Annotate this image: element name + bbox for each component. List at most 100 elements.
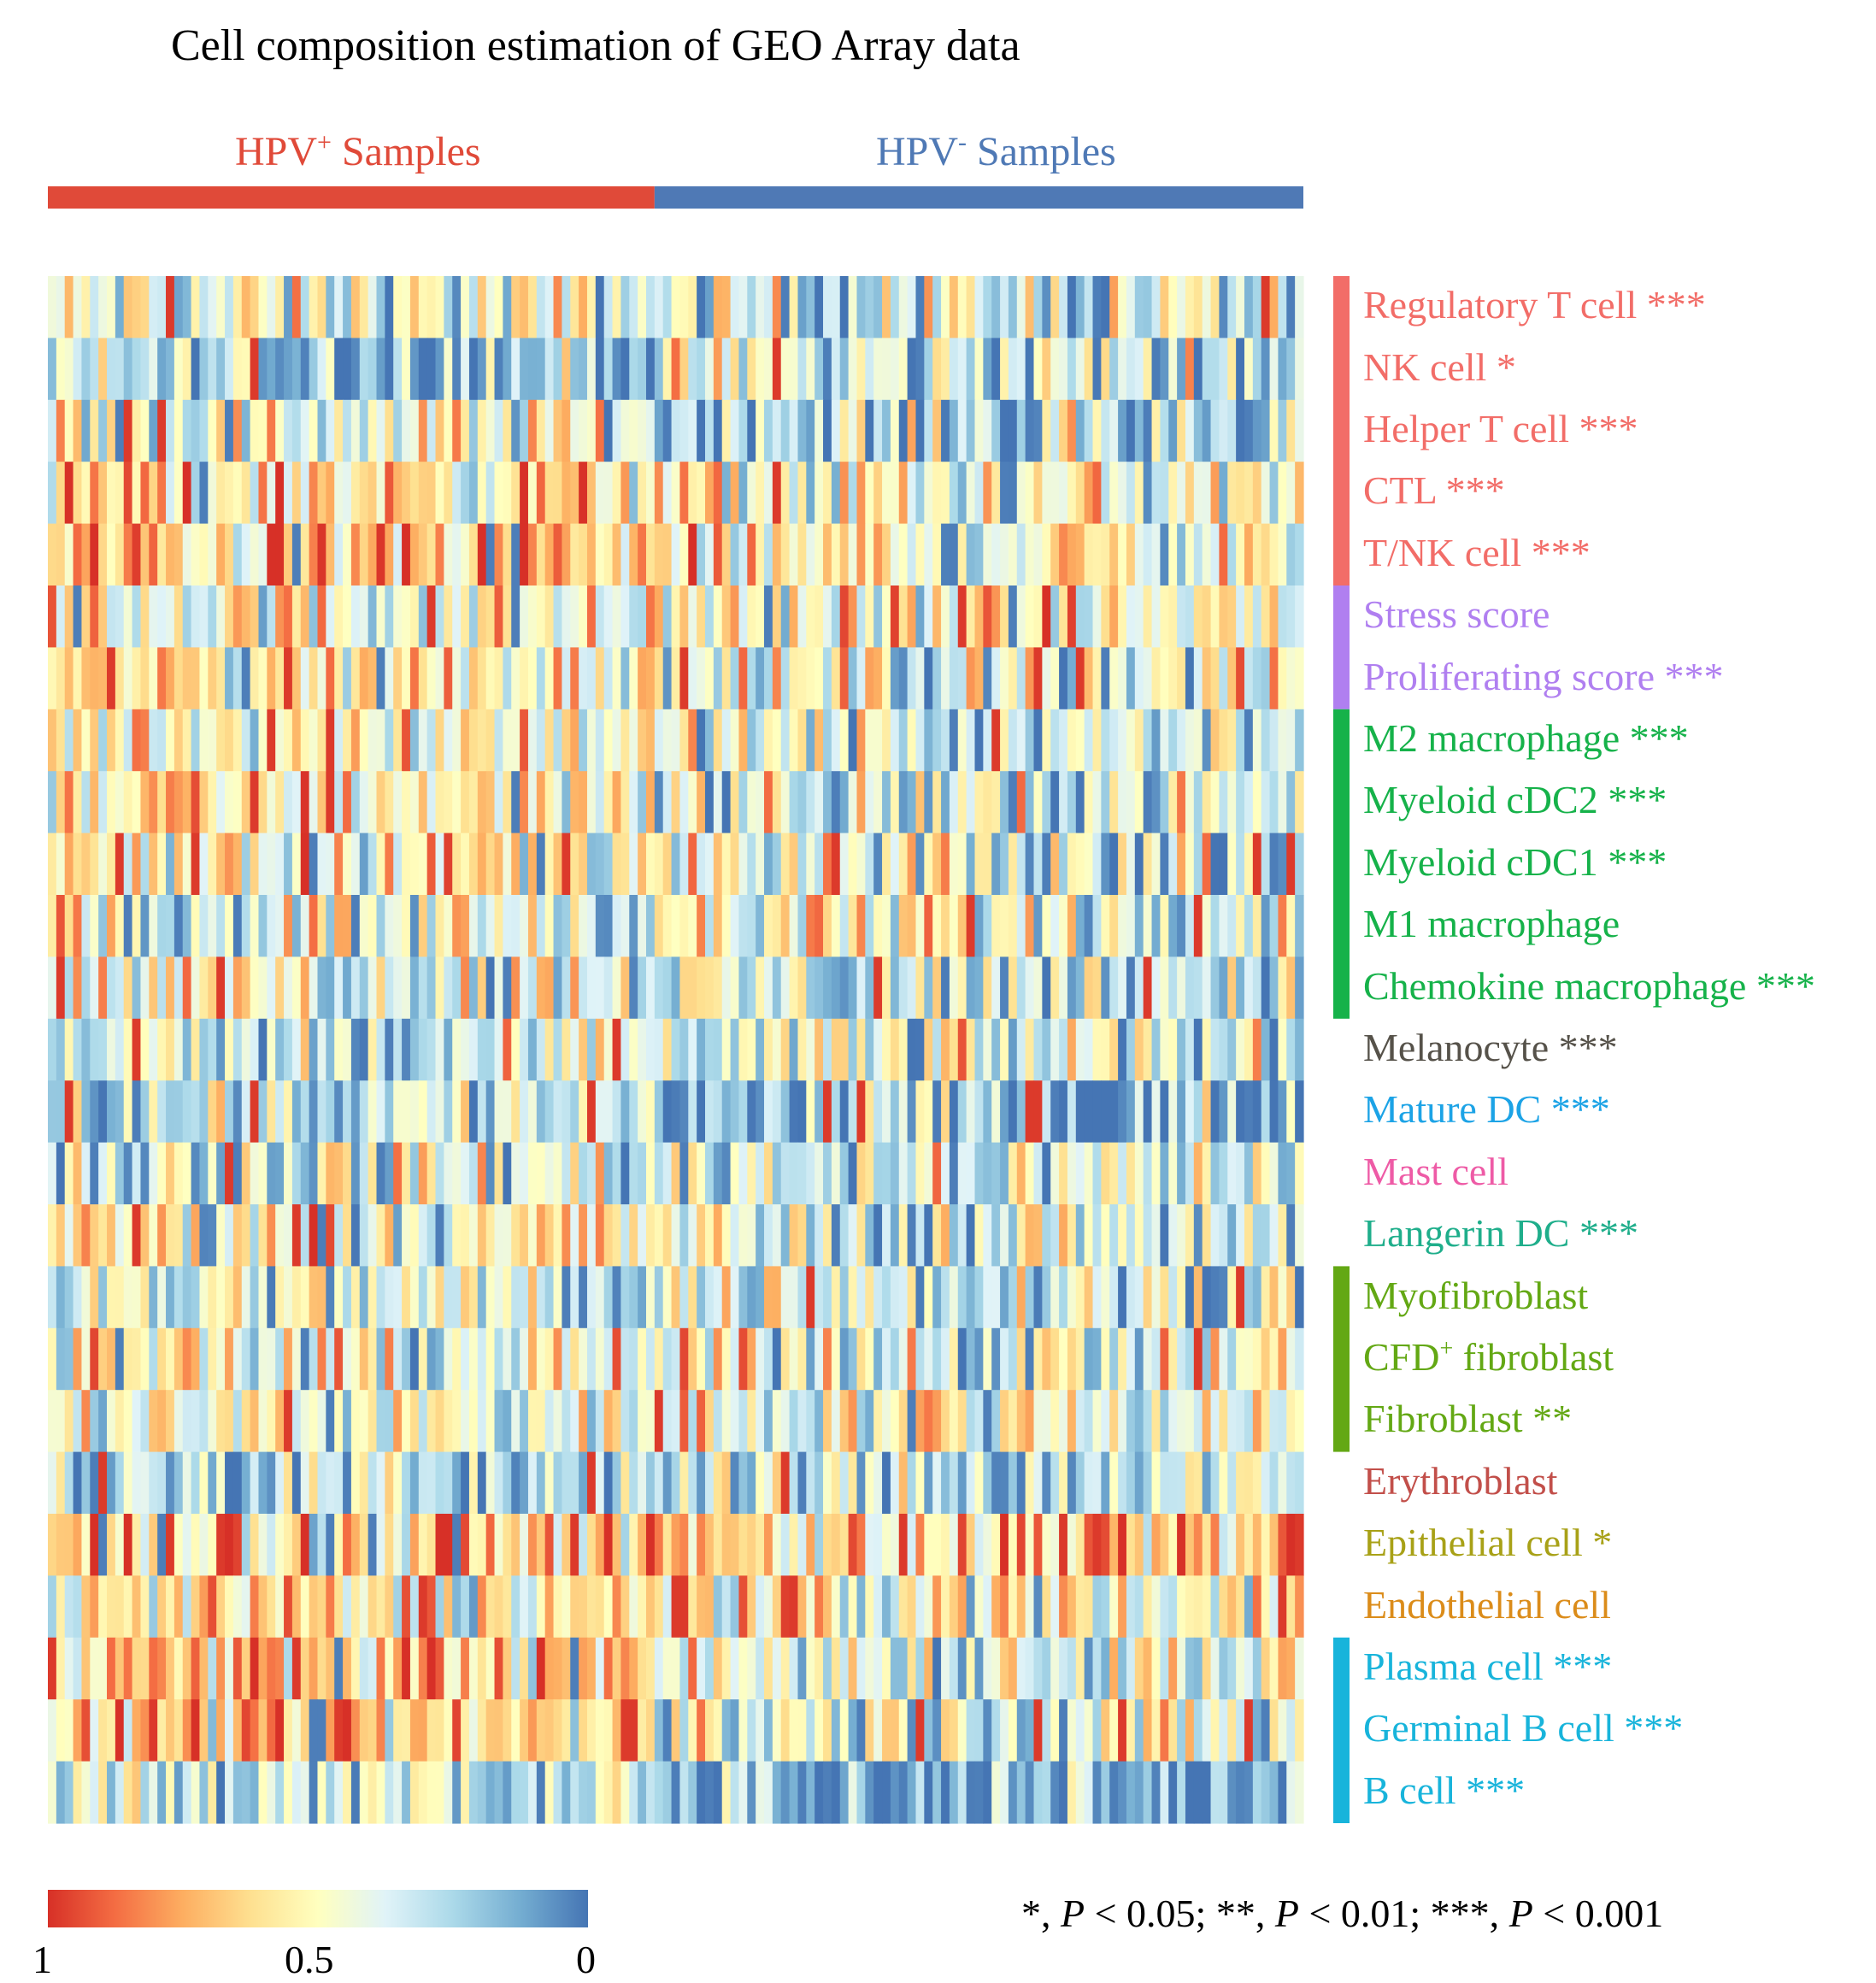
heatmap-cell: [806, 1142, 815, 1205]
heatmap-cell: [764, 709, 773, 772]
heatmap-cell: [225, 1266, 234, 1329]
heatmap-cell: [1118, 585, 1127, 648]
heatmap-cell: [1008, 523, 1018, 586]
heatmap-cell: [527, 1327, 538, 1391]
row-label: CFD+ fibroblast: [1363, 1335, 1614, 1379]
heatmap-cell: [1016, 338, 1026, 401]
heatmap-cell: [191, 1327, 201, 1391]
heatmap-cell: [1134, 956, 1144, 1020]
heatmap-cell: [1168, 1699, 1178, 1762]
heatmap-cell: [570, 956, 579, 1020]
heatmap-cell: [359, 523, 369, 586]
heatmap-cell: [64, 1018, 74, 1081]
heatmap-cell: [402, 462, 411, 525]
heatmap-cell: [393, 1514, 403, 1576]
heatmap-cell: [300, 1637, 310, 1700]
heatmap-cell: [738, 1018, 748, 1081]
heatmap-cell: [444, 709, 453, 772]
heatmap-cell: [520, 1142, 529, 1205]
heatmap-cell: [688, 1699, 697, 1762]
heatmap-cell: [1151, 585, 1161, 648]
heatmap-cell: [697, 1761, 706, 1824]
heatmap-cell: [747, 1451, 756, 1515]
heatmap-cell: [409, 1761, 420, 1824]
heatmap-cell: [494, 585, 503, 648]
heatmap-cell: [679, 1266, 689, 1329]
heatmap-cell: [679, 1327, 689, 1391]
heatmap-cell: [1000, 585, 1009, 648]
heatmap-cell: [173, 1451, 184, 1515]
heatmap-cell: [991, 1451, 1001, 1515]
heatmap-cell: [393, 956, 403, 1020]
heatmap-cell: [1278, 956, 1287, 1020]
heatmap-cell: [688, 338, 697, 401]
heatmap-cell: [705, 399, 715, 462]
heatmap-cell: [284, 523, 293, 586]
heatmap-cell: [1177, 1451, 1186, 1515]
heatmap-cell: [511, 1266, 520, 1329]
heatmap-cell: [258, 338, 268, 401]
heatmap-cell: [941, 1142, 950, 1205]
heatmap-cell: [924, 585, 933, 648]
heatmap-cell: [570, 647, 579, 710]
heatmap-cell: [1126, 523, 1136, 586]
heatmap-cell: [1109, 956, 1119, 1020]
heatmap-cell: [409, 1637, 420, 1700]
heatmap-cell: [570, 338, 579, 401]
heatmap-cell: [48, 523, 57, 586]
heatmap-cell: [747, 1637, 756, 1700]
heatmap-cell: [1016, 1080, 1026, 1144]
heatmap-cell: [797, 1699, 807, 1762]
heatmap-cell: [267, 833, 276, 896]
heatmap-cell: [772, 523, 782, 586]
heatmap-cell: [1075, 709, 1085, 772]
heatmap-cell: [90, 833, 99, 896]
heatmap-cell: [1059, 1327, 1068, 1391]
heatmap-cell: [789, 833, 799, 896]
heatmap-cell: [468, 276, 479, 338]
heatmap-cell: [73, 1266, 83, 1329]
heatmap-cell: [797, 1575, 807, 1639]
heatmap-cell: [1252, 647, 1262, 710]
heatmap-cell: [966, 1514, 976, 1576]
heatmap-cell: [409, 399, 420, 462]
heatmap-cell: [48, 338, 57, 401]
heatmap-cell: [444, 1204, 453, 1267]
heatmap-cell: [1244, 1761, 1254, 1824]
heatmap-cell: [1109, 276, 1119, 338]
heatmap-cell: [208, 1390, 217, 1453]
heatmap-cell: [1134, 1575, 1144, 1639]
heatmap-cell: [1278, 1637, 1287, 1700]
heatmap-cell: [468, 462, 479, 525]
heatmap-cell: [570, 523, 579, 586]
heatmap-cell: [1236, 1761, 1245, 1824]
heatmap-cell: [300, 1761, 310, 1824]
heatmap-cell: [216, 1327, 226, 1391]
heatmap-cell: [823, 647, 832, 710]
heatmap-cell: [1202, 462, 1212, 525]
heatmap-cell: [90, 1204, 99, 1267]
heatmap-cell: [1126, 462, 1136, 525]
heatmap-cell: [932, 1204, 942, 1267]
chart-title: Cell composition estimation of GEO Array…: [171, 21, 1020, 70]
heatmap-cell: [485, 462, 496, 525]
heatmap-cell: [1084, 895, 1094, 957]
heatmap-cell: [730, 1514, 740, 1576]
heatmap-cell: [123, 1390, 133, 1453]
heatmap-cell: [199, 462, 209, 525]
heatmap-cell: [654, 1637, 664, 1700]
heatmap-cell: [974, 1142, 984, 1205]
heatmap-cell: [1151, 1637, 1161, 1700]
heatmap-cell: [730, 956, 740, 1020]
heatmap-cell: [275, 1390, 285, 1453]
heatmap-cell: [393, 709, 403, 772]
heatmap-cell: [1168, 1018, 1178, 1081]
heatmap-cell: [368, 1327, 378, 1391]
heatmap-cell: [620, 338, 630, 401]
heatmap-cell: [173, 709, 184, 772]
heatmap-cell: [402, 1575, 411, 1639]
heatmap-cell: [932, 771, 942, 834]
heatmap-cell: [1193, 771, 1203, 834]
heatmap-cell: [932, 276, 942, 338]
heatmap-cell: [941, 1451, 950, 1515]
